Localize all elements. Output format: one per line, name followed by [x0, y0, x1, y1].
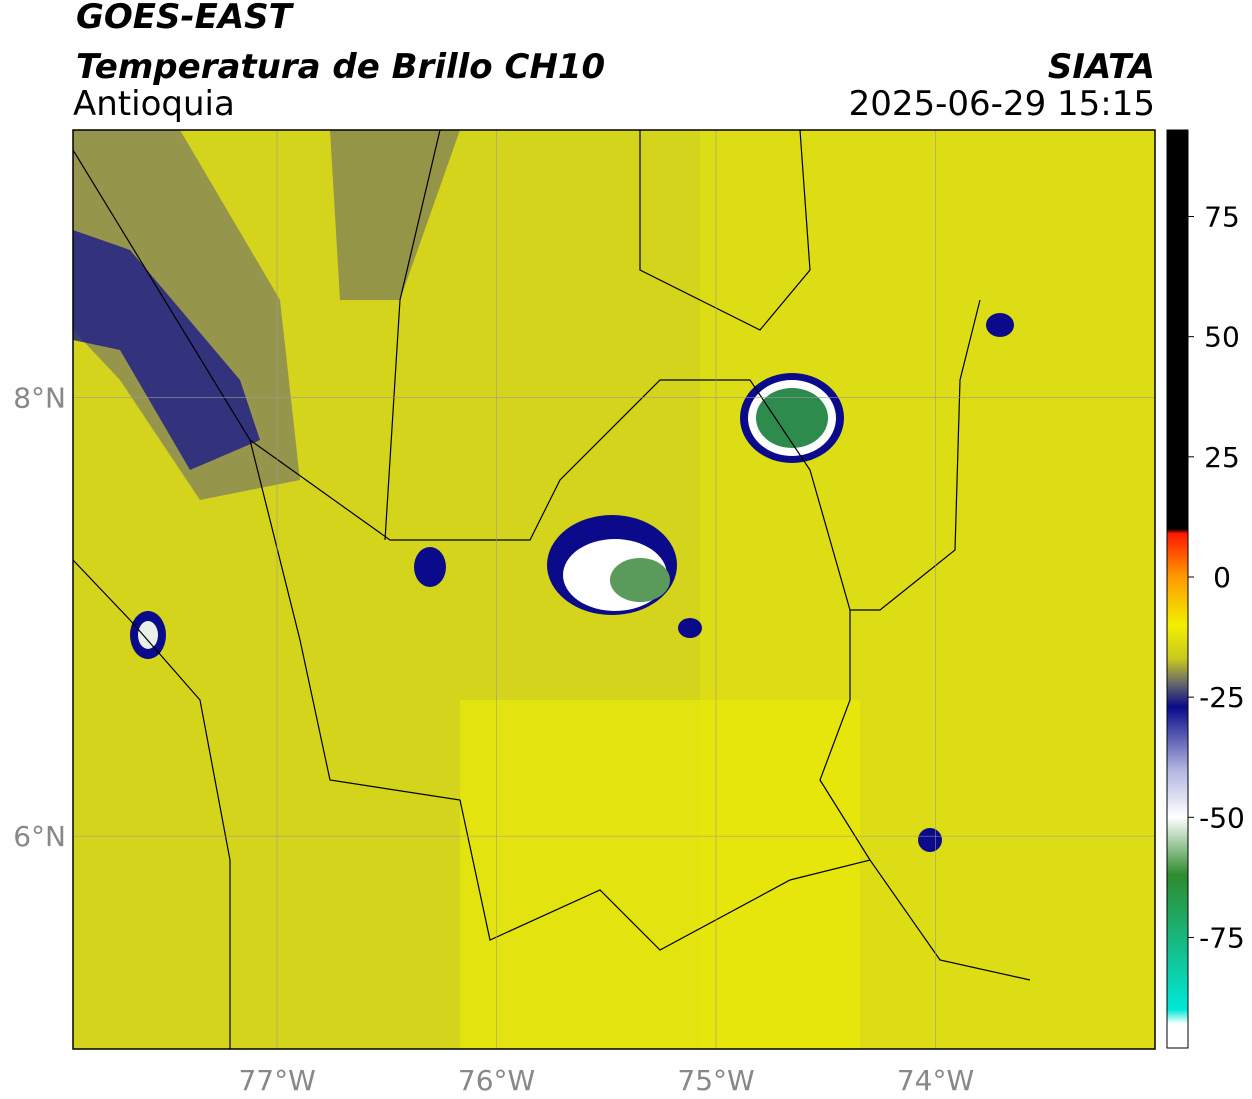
border — [384, 130, 441, 541]
colorbar-tick-label: -75 — [1199, 921, 1245, 954]
y-tick-label: 6°N — [13, 820, 66, 853]
cloud — [330, 130, 460, 300]
border — [249, 439, 1031, 981]
x-tick-label: 74°W — [897, 1064, 974, 1097]
subtitle: Temperatura de Brillo CH10 — [76, 47, 605, 87]
x-tick-label: 75°W — [677, 1064, 754, 1097]
map-frame — [72, 129, 1156, 1050]
clouds — [73, 130, 1155, 1049]
border — [819, 610, 871, 861]
colorbar-tick-label: -50 — [1199, 801, 1245, 834]
colorbar-tick-label: 75 — [1204, 201, 1240, 234]
datetime: 2025-06-29 15:15 — [849, 84, 1155, 124]
cloud — [414, 547, 446, 587]
cloud — [73, 230, 260, 470]
border — [639, 130, 811, 331]
cloud — [986, 313, 1014, 337]
colorbar-tick-label: -25 — [1199, 681, 1245, 714]
x-tick-label: 77°W — [238, 1064, 315, 1097]
cloud — [918, 828, 942, 852]
warm-area — [460, 700, 860, 1049]
border — [73, 149, 981, 611]
y-tick-label: 8°N — [13, 382, 66, 415]
source: SIATA — [1048, 47, 1155, 87]
cloud — [138, 621, 158, 649]
x-tick-label: 76°W — [458, 1064, 535, 1097]
title: GOES-EAST — [76, 0, 295, 37]
cloud — [678, 618, 702, 638]
colorbar-tick-label: 0 — [1213, 561, 1231, 594]
cloud — [756, 388, 828, 448]
cloud — [610, 558, 670, 602]
colorbar — [1166, 129, 1189, 1049]
colorbar-tick-label: 50 — [1204, 321, 1240, 354]
grid — [73, 130, 1155, 1049]
region: Antioquia — [73, 84, 235, 124]
borders — [73, 130, 1031, 1049]
colorbar-tick-label: 25 — [1204, 441, 1240, 474]
coast — [73, 559, 231, 1049]
